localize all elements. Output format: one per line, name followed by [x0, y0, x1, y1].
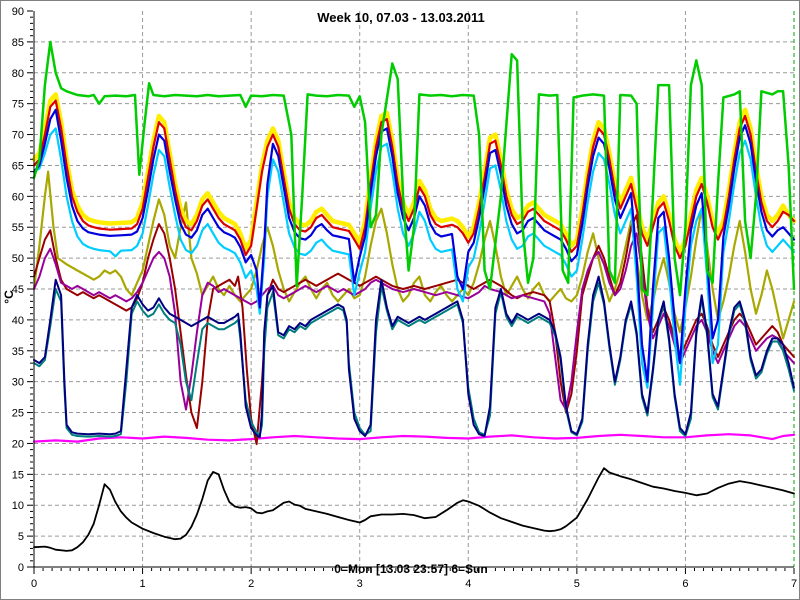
y-tick-label: 35: [12, 346, 24, 358]
y-tick-label: 70: [12, 130, 24, 142]
y-tick-label: 55: [12, 222, 24, 234]
y-tick-label: 45: [12, 284, 24, 296]
y-tick-label: 5: [18, 531, 24, 543]
x-axis-note: 0=Mon [13.03 23:57] 6=Sun: [334, 562, 487, 576]
x-tick-label: 3: [357, 578, 363, 590]
x-tick-label: 6: [682, 578, 688, 590]
y-tick-label: 65: [12, 160, 24, 172]
x-tick-label: 1: [140, 578, 146, 590]
x-tick-label: 5: [574, 578, 580, 590]
series-cyan-line: [32, 127, 796, 389]
x-tick-label: 7: [791, 578, 797, 590]
y-tick-label: 60: [12, 191, 24, 203]
series-red-line: [32, 99, 796, 260]
x-tick-label: 0: [31, 578, 37, 590]
series-magenta-line: [32, 433, 796, 443]
y-tick-label: 85: [12, 37, 24, 49]
series-green-line: [32, 40, 796, 297]
series-blue-line: [32, 108, 796, 383]
series-navy-line: [33, 275, 795, 439]
chart-title: Week 10, 07.03 - 13.03.2011: [317, 10, 484, 25]
series-lines: [31, 40, 797, 552]
x-tick-label: 4: [465, 578, 471, 590]
y-tick-label: 20: [12, 438, 24, 450]
y-tick-label: 40: [12, 315, 24, 327]
y-tick-label: 25: [12, 408, 24, 420]
y-tick-label: 0: [18, 562, 24, 574]
x-tick-label: 2: [248, 578, 254, 590]
y-tick-label: 30: [12, 377, 24, 389]
y-axis-label: °C: [2, 290, 16, 304]
y-tick-label: 10: [12, 500, 24, 512]
y-tick-label: 80: [12, 68, 24, 80]
y-tick-label: 50: [12, 253, 24, 265]
y-tick-label: 15: [12, 469, 24, 481]
series-black-line: [33, 467, 795, 552]
y-tick-label: 75: [12, 99, 24, 111]
y-tick-label: 90: [12, 6, 24, 18]
